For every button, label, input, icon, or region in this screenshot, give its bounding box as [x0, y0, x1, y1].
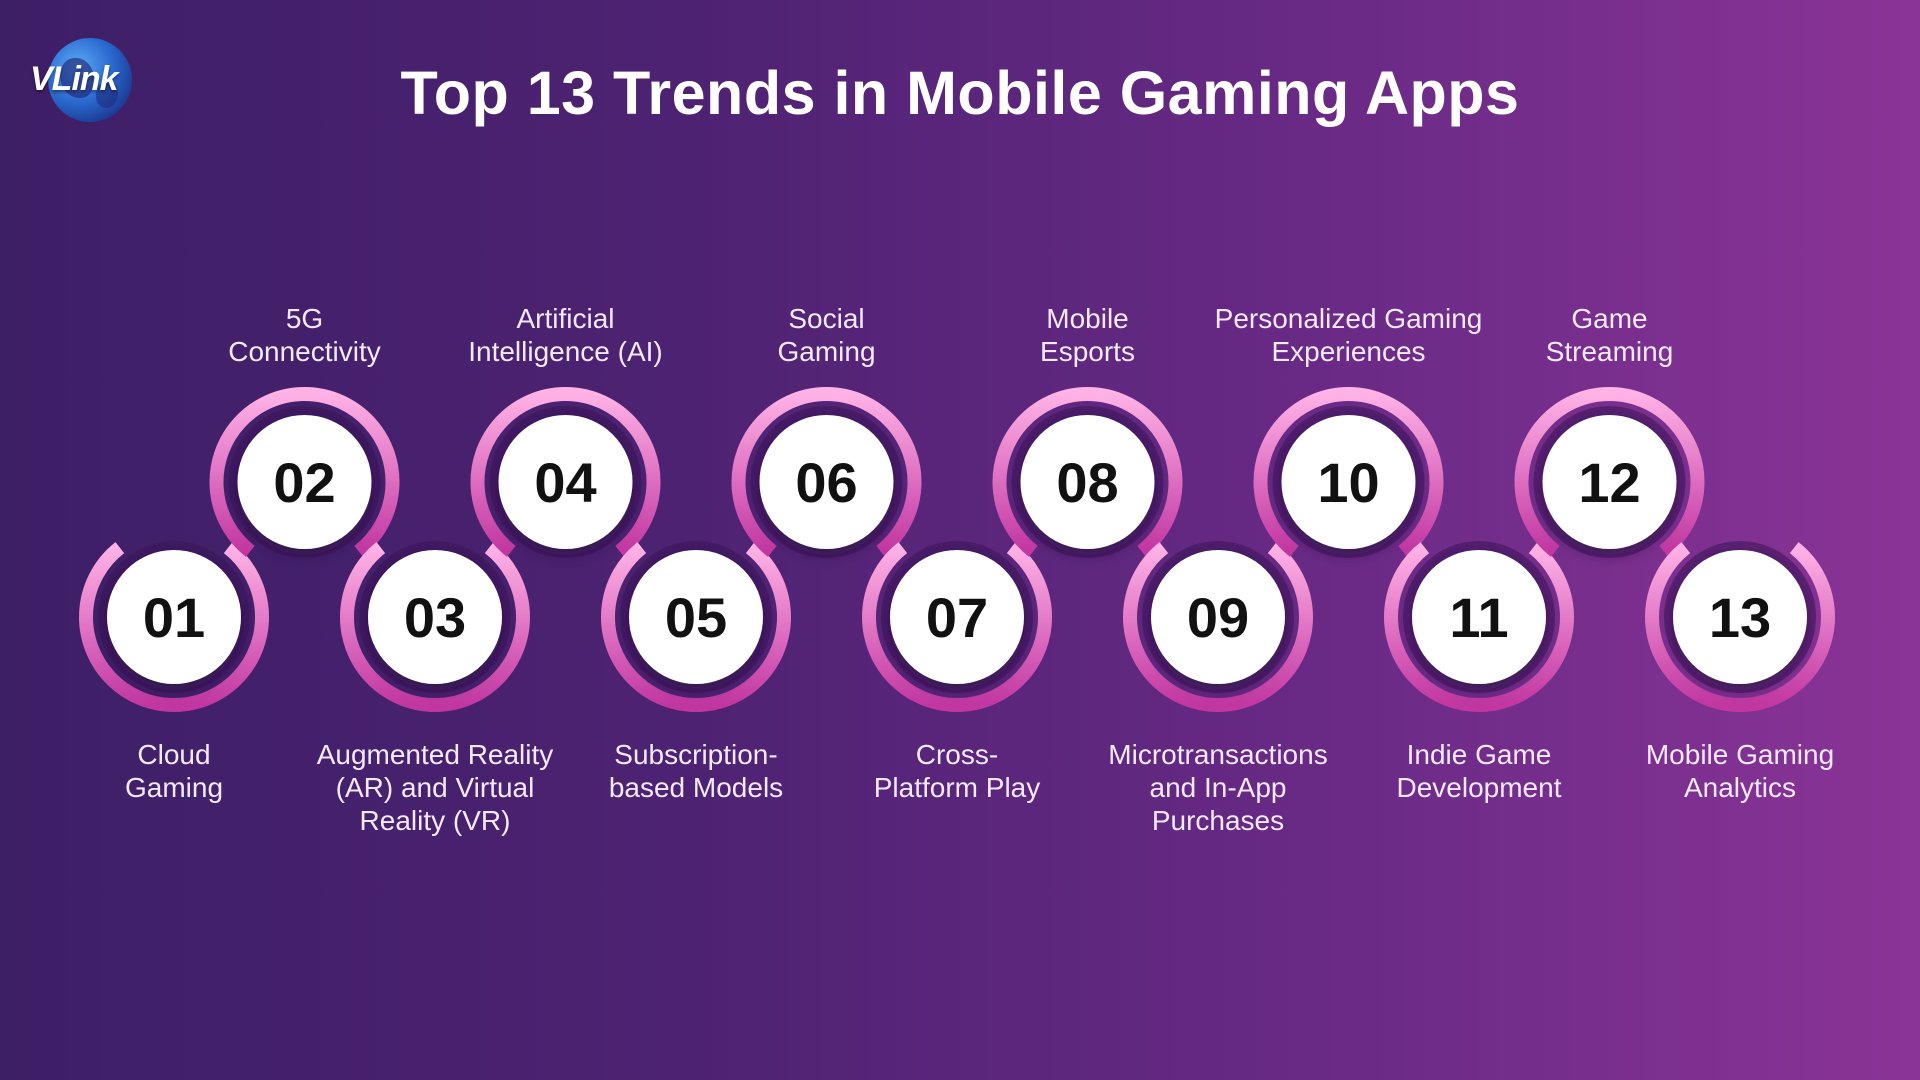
- trend-number-01: 01: [143, 586, 205, 649]
- trend-ring-06: [731, 387, 922, 557]
- trend-label-09: Microtransactions and In-App Purchases: [1073, 738, 1363, 837]
- trend-label-line: Intelligence (AI): [468, 336, 663, 367]
- trend-label-line: (AR) and Virtual: [335, 772, 535, 803]
- trend-ring-01: [79, 542, 269, 712]
- trend-label-line: Experiences: [1271, 336, 1426, 367]
- trend-number-07: 07: [926, 586, 988, 649]
- trend-label-10: Personalized Gaming Experiences: [1204, 302, 1494, 368]
- trend-circle-04: [498, 415, 633, 549]
- trend-label-line: Social: [788, 303, 865, 334]
- trend-label-line: Connectivity: [228, 336, 381, 367]
- trend-circle-11: [1412, 550, 1546, 684]
- trend-label-12: Game Streaming: [1465, 302, 1755, 368]
- trend-label-13: Mobile Gaming Analytics: [1595, 738, 1885, 804]
- trend-circle-09: [1151, 550, 1285, 684]
- trend-label-02: 5G Connectivity: [160, 302, 450, 368]
- trend-number-08: 08: [1056, 451, 1118, 514]
- trend-ring-10: [1253, 387, 1444, 557]
- trend-number-06: 06: [795, 451, 857, 514]
- trend-label-08: Mobile Esports: [943, 302, 1233, 368]
- trend-label-line: Artificial: [516, 303, 615, 334]
- trend-ring-09: [1123, 542, 1313, 712]
- trend-label-05: Subscription-based Models: [551, 738, 841, 804]
- trend-number-13: 13: [1709, 586, 1771, 649]
- trend-label-11: Indie Game Development: [1334, 738, 1624, 804]
- trend-label-line: Microtransactions: [1108, 739, 1328, 770]
- trend-ring-13: [1645, 542, 1835, 712]
- trend-label-line: Platform Play: [873, 772, 1041, 803]
- trend-label-line: Cloud: [137, 739, 211, 770]
- trend-label-01: Cloud Gaming: [29, 738, 319, 804]
- page-title: Top 13 Trends in Mobile Gaming Apps: [400, 59, 1520, 127]
- logo-text: VLink: [30, 60, 119, 98]
- trend-label-line: Mobile Gaming: [1645, 739, 1835, 770]
- trend-circle-10: [1281, 415, 1416, 549]
- trend-label-line: Esports: [1040, 336, 1135, 367]
- trend-label-line: Analytics: [1683, 772, 1797, 803]
- trend-circle-08: [1020, 415, 1155, 549]
- trend-label-line: Indie Game: [1406, 739, 1552, 770]
- trend-number-11: 11: [1449, 586, 1508, 649]
- trend-label-line: Cross-: [915, 739, 999, 770]
- trend-ring-03: [340, 542, 530, 712]
- trend-circle-02: [237, 415, 372, 549]
- trend-label-line: Mobile: [1046, 303, 1129, 334]
- trend-ring-08: [992, 387, 1183, 557]
- trend-ring-11: [1384, 542, 1574, 712]
- trend-label-line: Reality (VR): [359, 805, 511, 836]
- trend-circle-05: [629, 550, 763, 684]
- trend-circle-01: [107, 550, 241, 684]
- trend-number-03: 03: [404, 586, 466, 649]
- brand-logo: VLink: [30, 38, 142, 124]
- trend-label-06: Social Gaming: [682, 302, 972, 368]
- trend-number-04: 04: [534, 451, 596, 514]
- trend-label-line: Game: [1571, 303, 1648, 334]
- trend-label-line: Augmented Reality: [316, 739, 554, 770]
- trend-ring-04: [470, 387, 661, 557]
- trend-label-line: based Models: [608, 772, 784, 803]
- trend-label-04: Artificial Intelligence (AI): [421, 302, 711, 368]
- trend-label-line: Subscription-: [614, 739, 778, 770]
- trend-ring-05: [601, 542, 791, 712]
- trend-label-line: Gaming: [124, 772, 224, 803]
- trend-number-09: 09: [1187, 586, 1249, 649]
- trend-label-03: Augmented Reality (AR) and Virtual Reality…: [290, 738, 580, 837]
- trend-number-12: 12: [1578, 451, 1640, 514]
- trend-label-line: and In-App: [1149, 772, 1287, 803]
- trend-number-05: 05: [665, 586, 727, 649]
- trend-circle-12: [1542, 415, 1677, 549]
- trend-label-line: 5G: [285, 303, 324, 334]
- trend-label-line: Purchases: [1151, 805, 1285, 836]
- trend-label-line: Development: [1396, 772, 1562, 803]
- trend-label-line: Personalized Gaming: [1214, 303, 1483, 334]
- trend-number-10: 10: [1317, 451, 1379, 514]
- trend-ring-07: [862, 542, 1052, 712]
- trend-circle-07: [890, 550, 1024, 684]
- trend-circle-03: [368, 550, 502, 684]
- trend-label-line: Streaming: [1545, 336, 1674, 367]
- trend-circle-13: [1673, 550, 1807, 684]
- trend-number-02: 02: [273, 451, 335, 514]
- trend-label-line: Gaming: [777, 336, 876, 367]
- globe-icon: [48, 38, 132, 122]
- trend-ring-12: [1514, 387, 1705, 557]
- trend-circle-06: [759, 415, 894, 549]
- trend-label-07: Cross- Platform Play: [812, 738, 1102, 804]
- trend-ring-02: [209, 387, 400, 557]
